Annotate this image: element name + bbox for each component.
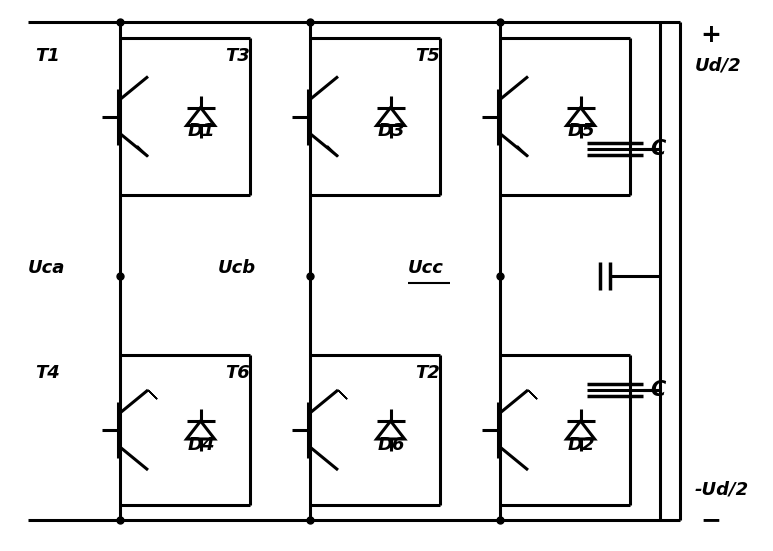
Text: Uca: Uca: [28, 259, 66, 277]
Text: T6: T6: [225, 364, 250, 382]
Text: +: +: [700, 23, 721, 47]
Text: Ucb: Ucb: [218, 259, 256, 277]
Text: T4: T4: [35, 364, 60, 382]
Text: C: C: [650, 380, 666, 400]
Text: D4: D4: [188, 436, 216, 454]
Polygon shape: [148, 390, 157, 399]
Text: D6: D6: [378, 436, 406, 454]
Text: T2: T2: [415, 364, 440, 382]
Text: -Ud/2: -Ud/2: [695, 481, 749, 499]
Text: D1: D1: [188, 122, 216, 140]
Polygon shape: [328, 146, 338, 156]
Text: D5: D5: [568, 122, 595, 140]
Text: D2: D2: [568, 436, 595, 454]
Text: T5: T5: [415, 47, 440, 65]
Text: −: −: [700, 508, 721, 532]
Polygon shape: [338, 390, 347, 399]
Text: T1: T1: [35, 47, 60, 65]
Text: Ucc: Ucc: [408, 259, 444, 277]
Text: C: C: [650, 139, 666, 159]
Text: Ud/2: Ud/2: [695, 56, 741, 74]
Text: T3: T3: [225, 47, 250, 65]
Polygon shape: [517, 146, 528, 156]
Text: D3: D3: [378, 122, 406, 140]
Polygon shape: [528, 390, 537, 399]
Polygon shape: [138, 146, 148, 156]
